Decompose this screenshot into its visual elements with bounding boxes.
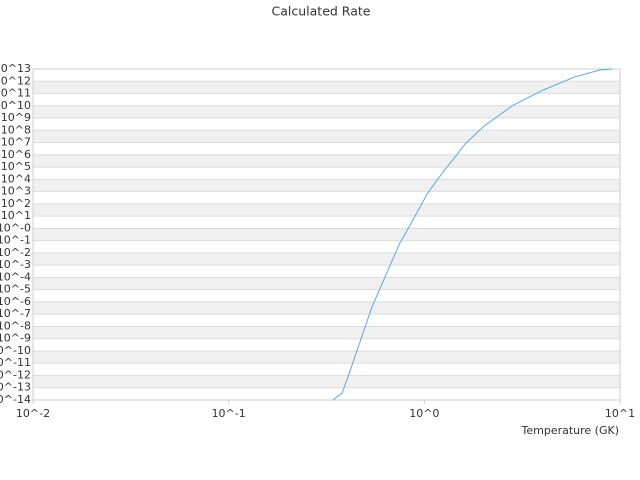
- y-tick-label: 10^-8: [0, 319, 31, 332]
- y-tick-label: 10^13: [0, 62, 31, 75]
- y-tick-label: 10^9: [1, 111, 31, 124]
- y-tick-label: 10^-1: [0, 234, 31, 247]
- grid-band: [33, 154, 620, 168]
- y-tick-label: 10^-0: [0, 221, 31, 234]
- grid-band: [33, 179, 620, 192]
- y-tick-label: 10^3: [1, 185, 31, 198]
- grid-band: [33, 105, 620, 119]
- grid-band: [33, 350, 620, 364]
- y-tick-label: 10^-7: [0, 307, 31, 320]
- grid-band: [33, 375, 620, 388]
- y-tick-label: 10^-2: [0, 246, 31, 259]
- y-tick-label: 10^4: [1, 172, 31, 185]
- grid-band: [33, 130, 620, 143]
- y-tick-label: 10^-5: [0, 283, 31, 296]
- y-tick-label: 10^7: [1, 136, 31, 149]
- plot-frame: [32, 68, 621, 401]
- y-tick-label: 10^-4: [0, 270, 31, 283]
- y-tick-label: 10^5: [1, 160, 31, 173]
- grid-band: [33, 203, 620, 217]
- y-tick-label: 10^-14: [0, 393, 31, 406]
- y-tick-label: 10^-10: [0, 344, 31, 357]
- y-tick-label: 10^8: [1, 123, 31, 136]
- y-tick-label: 10^10: [0, 99, 31, 112]
- x-tick-label: 10^1: [605, 407, 635, 420]
- y-tick-label: 10^-13: [0, 381, 31, 394]
- y-tick-label: 10^11: [0, 87, 31, 100]
- x-tick-label: 10^-2: [16, 407, 50, 420]
- x-tick-label: 10^0: [409, 407, 439, 420]
- y-tick-label: 10^-11: [0, 356, 31, 369]
- y-tick-label: 10^-3: [0, 258, 31, 271]
- chart-title: Calculated Rate: [272, 4, 371, 19]
- grid-band: [33, 81, 620, 94]
- y-tick-label: 10^-9: [0, 332, 31, 345]
- x-tick-label: 10^-1: [212, 407, 246, 420]
- y-tick-label: 10^-12: [0, 368, 31, 381]
- y-tick-label: 10^-6: [0, 295, 31, 308]
- grid-band: [33, 228, 620, 241]
- y-tick-label: 10^2: [1, 197, 31, 210]
- data-line: [332, 68, 613, 401]
- y-tick-label: 10^12: [0, 74, 31, 87]
- grid: [33, 68, 620, 401]
- x-axis-label: Temperature (GK): [521, 424, 620, 437]
- grid-band: [33, 277, 620, 290]
- y-tick-label: 10^1: [1, 209, 31, 222]
- grid-band: [33, 252, 620, 266]
- grid-band: [33, 326, 620, 339]
- grid-band: [33, 301, 620, 315]
- y-tick-label: 10^6: [1, 148, 31, 161]
